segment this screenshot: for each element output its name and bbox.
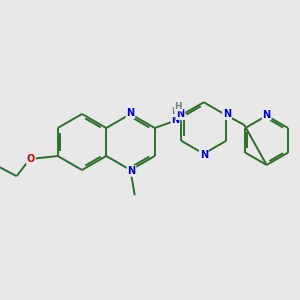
Text: O: O [27, 154, 35, 164]
Text: N: N [128, 166, 136, 176]
Text: H: H [172, 107, 179, 116]
Text: N: N [171, 115, 179, 125]
Text: N: N [176, 109, 184, 119]
Text: N: N [126, 108, 135, 118]
Text: N: N [223, 109, 231, 119]
Text: N: N [262, 110, 271, 120]
Text: H: H [175, 102, 182, 111]
Text: N: N [200, 150, 208, 160]
